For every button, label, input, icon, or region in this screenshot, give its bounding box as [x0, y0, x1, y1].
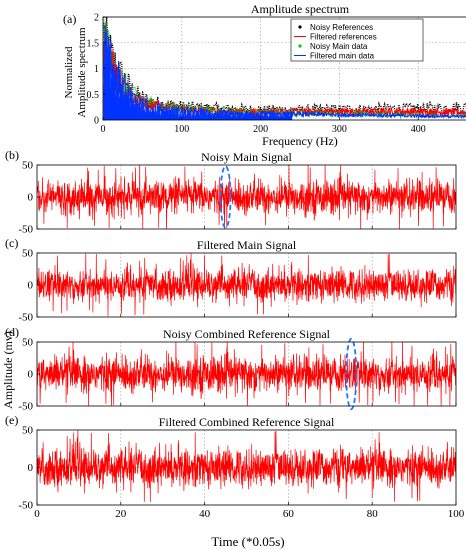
ytick-label: 0 [28, 192, 34, 204]
legend-entry: Noisy Main data [310, 42, 368, 51]
legend-entry: Filtered main data [310, 52, 375, 61]
data-point [417, 110, 420, 113]
data-point [133, 93, 136, 96]
ytick-label: 50 [22, 248, 34, 260]
data-point [117, 70, 120, 72]
data-point [109, 52, 112, 54]
highlight-ellipse [345, 337, 358, 411]
data-point [456, 106, 459, 109]
ytick-label: 50 [22, 160, 34, 172]
ytick-label: 1.5 [87, 38, 100, 49]
panel-title: Filtered Combined Reference Signal [159, 415, 335, 429]
signal-trace [37, 165, 456, 229]
panel-label: (d) [5, 325, 19, 339]
panel-title: Amplitude spectrum [251, 2, 350, 16]
series-3-fill [103, 25, 293, 120]
ytick-label: -50 [18, 312, 33, 324]
data-group [103, 17, 466, 120]
legend-entry: Noisy References [310, 23, 373, 32]
data-point [180, 107, 183, 110]
data-point [456, 111, 459, 114]
panel-d: -50 0 50 Noisy Combined Reference Signal (d) [5, 325, 457, 413]
series-3-trace [103, 28, 466, 120]
data-point [125, 83, 128, 85]
panel-b: -50 0 50 Noisy Main Signal (b) [5, 148, 457, 236]
panel-a: 00.511.520100200300400500Amplitude spect… [63, 2, 466, 148]
panel-label: (a) [63, 12, 76, 26]
data-point [338, 113, 341, 116]
xtick-label: 80 [367, 508, 379, 520]
data-point [299, 113, 301, 116]
common-ylabel: Amplitude (mv) [1, 331, 15, 409]
panel-label: (e) [5, 413, 18, 427]
ytick-label: 50 [22, 425, 34, 437]
y-axis-label: Amplitude spectrum [76, 27, 88, 118]
data-group [37, 253, 456, 317]
ytick-label: -50 [18, 401, 33, 413]
panel-title: Noisy Combined Reference Signal [163, 327, 331, 341]
xtick-label: 200 [253, 124, 268, 135]
series-0-trace [103, 17, 466, 117]
xtick-label: 300 [332, 124, 347, 135]
data-point [220, 107, 223, 110]
xtick-label: 20 [115, 508, 127, 520]
data-point [377, 110, 380, 113]
signal-trace [37, 253, 456, 317]
data-point [141, 99, 144, 102]
panel-label: (c) [5, 236, 18, 250]
legend-marker [298, 25, 302, 29]
data-point [456, 115, 459, 118]
data-group [37, 165, 456, 229]
ytick-label: 0 [28, 462, 34, 474]
ytick-label: 2 [94, 13, 99, 24]
data-point [220, 110, 223, 113]
xtick-label: 100 [174, 124, 189, 135]
xtick-label: 0 [34, 508, 40, 520]
legend-box [290, 18, 424, 62]
panel-label: (b) [5, 148, 19, 162]
ytick-label: -50 [18, 224, 33, 236]
xtick-label: 40 [199, 508, 211, 520]
data-group [37, 430, 456, 503]
ytick-label: 0 [94, 116, 99, 127]
data-point [417, 114, 420, 117]
panel-title: Noisy Main Signal [201, 150, 292, 164]
y-axis-label: Normalized [63, 46, 75, 98]
xtick-label: 0 [101, 124, 106, 135]
xtick-label: 60 [283, 508, 295, 520]
panels-group: 00.511.520100200300400500Amplitude spect… [5, 2, 466, 520]
data-point [103, 26, 106, 29]
data-group [37, 342, 456, 406]
data-point [377, 114, 380, 117]
x-axis-label: Frequency (Hz) [262, 134, 338, 148]
ytick-label: 0 [28, 369, 34, 381]
ytick-label: 0 [28, 280, 34, 292]
signal-trace [37, 342, 456, 406]
xtick-label: 400 [411, 124, 426, 135]
panel-title: Filtered Main Signal [197, 238, 297, 252]
common-xlabel: Time (*0.05s) [211, 534, 284, 549]
xtick-label: 100 [448, 508, 465, 520]
ytick-label: -50 [18, 500, 33, 512]
ytick-label: 1 [94, 64, 99, 75]
data-point [157, 103, 160, 106]
legend-marker [298, 44, 302, 48]
legend-entry: Filtered references [310, 33, 377, 42]
data-point [125, 88, 128, 90]
ytick-label: 0.5 [87, 90, 100, 101]
highlight-ellipse [219, 165, 232, 229]
signal-trace [37, 430, 456, 503]
ytick-label: 50 [22, 337, 34, 349]
panel-c: -50 0 50 Filtered Main Signal (c) [5, 236, 457, 324]
